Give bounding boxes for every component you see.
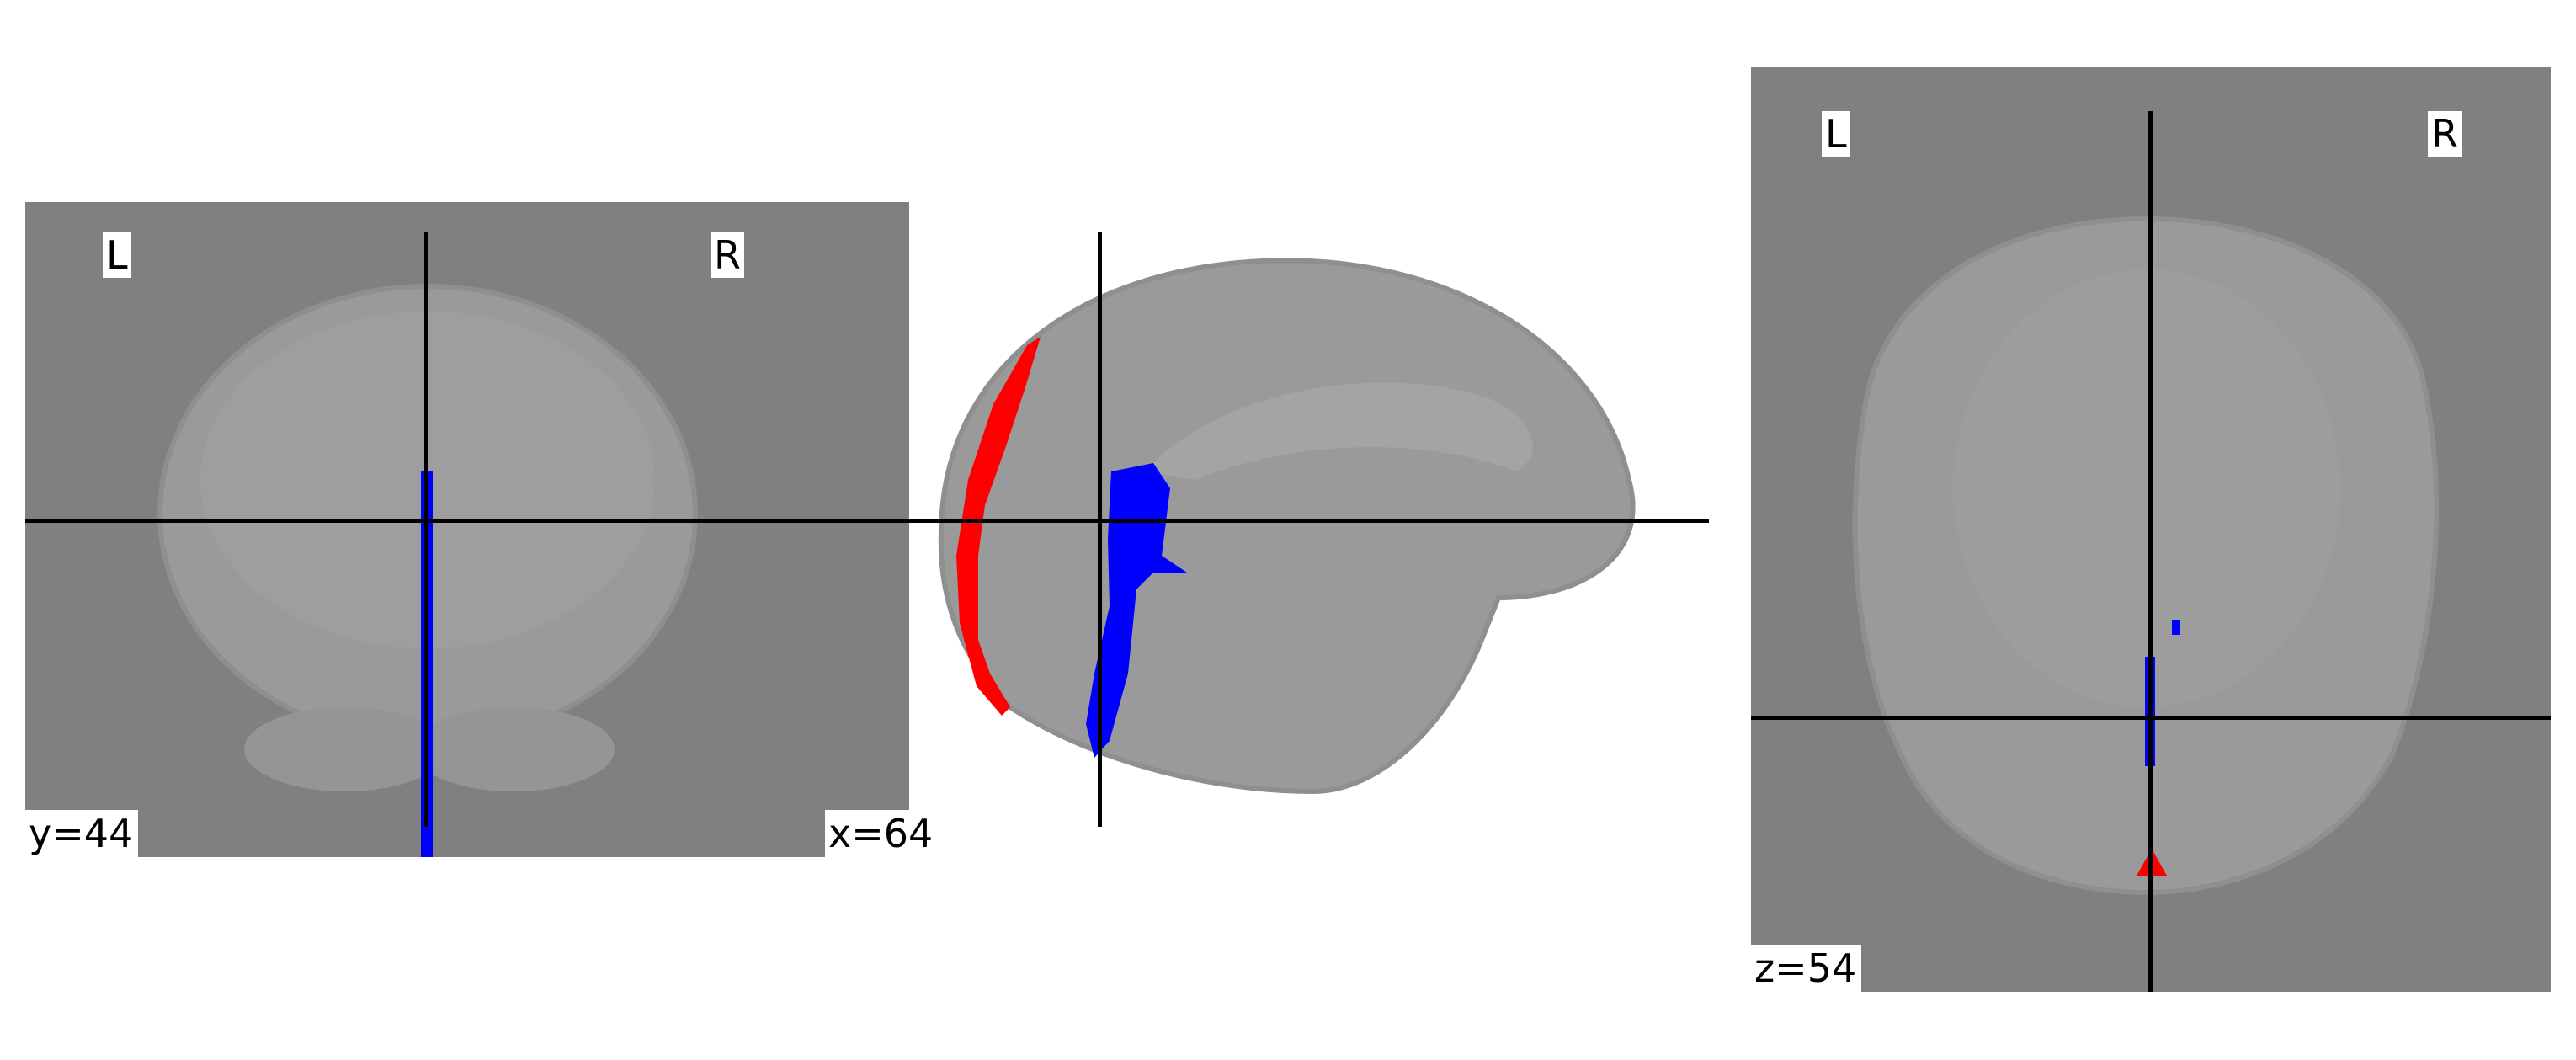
coronal-vertical-crosshair xyxy=(424,232,428,827)
coronal-panel[interactable]: L R xyxy=(25,202,909,857)
sagittal-vertical-crosshair xyxy=(1098,232,1102,827)
sagittal-panel[interactable] xyxy=(842,202,1751,857)
axial-blue-overlay-small xyxy=(2172,620,2180,635)
sagittal-brain-slice xyxy=(938,258,1636,795)
sagittal-blue-overlay xyxy=(1086,463,1187,758)
coronal-right-label: R xyxy=(711,232,744,278)
axial-horizontal-crosshair xyxy=(1751,716,2551,720)
axial-coordinate-label: z=54 xyxy=(1751,945,1862,992)
sagittal-coordinate-label: x=64 xyxy=(825,810,939,857)
axial-left-label: L xyxy=(1822,111,1850,157)
coronal-left-label: L xyxy=(103,232,131,278)
axial-brain-slice xyxy=(1852,216,2440,896)
coronal-coordinate-label: y=44 xyxy=(25,810,139,857)
coronal-sagittal-horizontal-crosshair xyxy=(25,519,1709,523)
axial-vertical-crosshair xyxy=(2148,111,2153,992)
sagittal-red-overlay xyxy=(956,337,1041,716)
coronal-brain-slice xyxy=(157,284,698,857)
axial-panel[interactable]: L R xyxy=(1751,67,2551,992)
axial-right-label: R xyxy=(2428,111,2462,157)
